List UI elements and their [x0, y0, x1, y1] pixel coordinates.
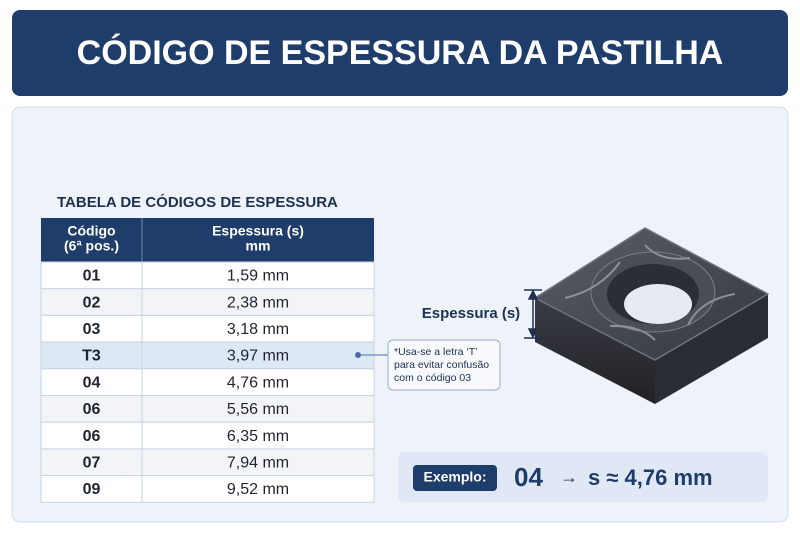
dimension-label: Espessura (s): [422, 305, 520, 322]
code-cell: 02: [83, 294, 101, 311]
note-callout: [355, 339, 501, 391]
code-cell: 04: [83, 374, 101, 391]
code-cell: 06: [83, 401, 101, 418]
thickness-cell: 1,59 mm: [227, 268, 289, 285]
table-row: [40, 475, 375, 503]
table-header: [41, 218, 374, 262]
example-result: s ≈ 4,76 mm: [588, 465, 713, 490]
table-row: [40, 368, 375, 396]
table-row: [40, 314, 375, 343]
thickness-cell: 5,56 mm: [227, 401, 289, 418]
header-cell: Espessura (s): [212, 223, 304, 239]
note-line: para evitar confusão: [394, 359, 489, 371]
thickness-cell: 7,94 mm: [227, 454, 289, 471]
code-cell: 07: [83, 454, 101, 471]
thickness-cell: 3,18 mm: [227, 321, 289, 338]
thickness-cell: 6,35 mm: [227, 428, 289, 445]
example-pill: [413, 465, 497, 491]
table-title: TABELA DE CÓDIGOS DE ESPESSURA: [57, 193, 338, 211]
example-label: Exemplo:: [423, 469, 486, 485]
header-cell: mm: [246, 238, 271, 254]
example-code: 04: [514, 462, 543, 492]
table-row: [40, 395, 375, 423]
code-cell: 06: [83, 428, 101, 445]
header-cell: (6ª pos.): [64, 238, 119, 254]
table: Código(6ª pos.) Espessura (s)mm 01 1,59 mm 0…: [40, 218, 375, 503]
header-bar: [12, 10, 788, 96]
thickness-cell: 3,97 mm: [227, 348, 289, 365]
dimension: [524, 289, 542, 339]
insert-drawing: [534, 227, 769, 404]
note-line: *Usa-se a letra ‘T’: [394, 346, 477, 358]
table-row: [40, 288, 375, 316]
code-cell: 09: [83, 481, 101, 498]
title: CÓDIGO DE ESPESSURA DA PASTILHA: [77, 34, 724, 72]
table-row: [40, 448, 375, 477]
code-cell: 01: [83, 268, 101, 285]
example-arrow: →: [560, 467, 578, 487]
header-cell: Código: [67, 223, 115, 239]
thickness-cell: 4,76 mm: [227, 374, 289, 391]
table-row: [40, 261, 375, 290]
code-cell: 03: [83, 321, 101, 338]
thickness-cell: 2,38 mm: [227, 294, 289, 311]
note-line: com o código 03: [394, 372, 471, 384]
thickness-cell: 9,52 mm: [227, 481, 289, 498]
code-cell: T3: [82, 348, 101, 365]
